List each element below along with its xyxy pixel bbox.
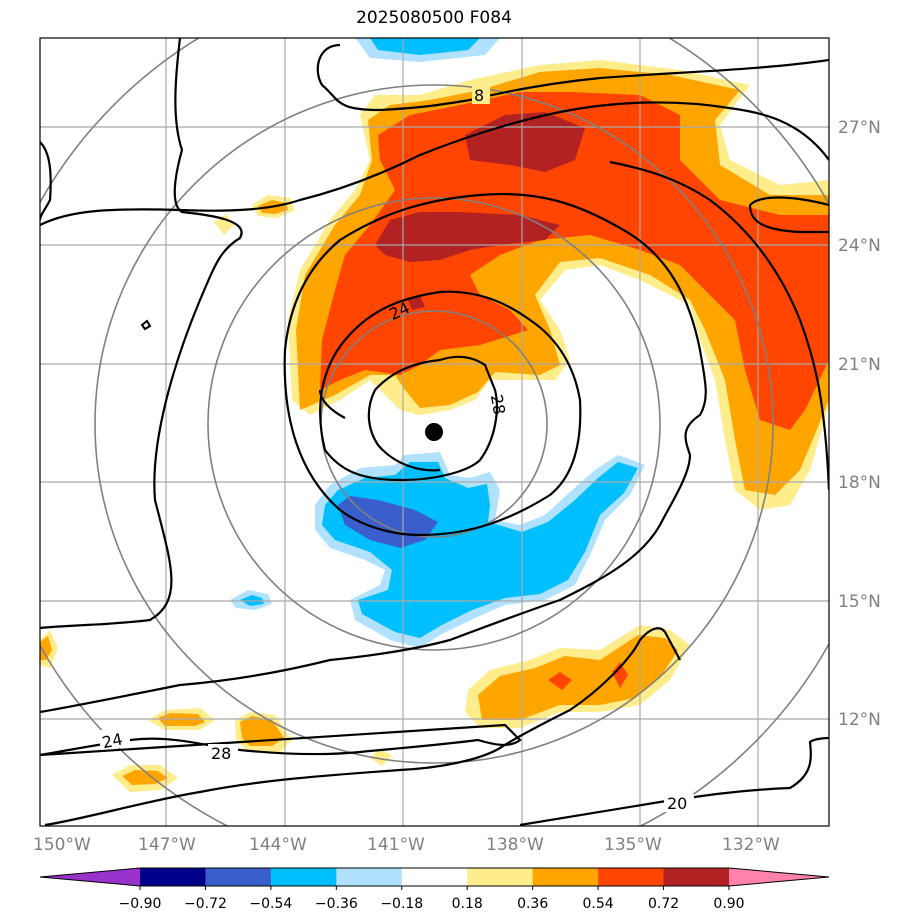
lat-tick-label: 21°N [838,355,881,375]
colorbar-tick-label: −0.36 [315,896,358,912]
colorbar [39,867,830,887]
graticule [40,38,829,826]
colorbar-swatch [205,868,272,886]
small-contour [140,319,152,331]
contour-lines [40,38,829,826]
colorbar-swatch [467,868,534,886]
colorbar-swatch [336,868,403,886]
lon-tick-label: 144°W [249,835,307,855]
colorbar-swatch [532,868,599,886]
colorbar-labels: −0.90 −0.72 −0.54 −0.36 −0.18 0.18 0.36 0.54 0.7… [119,886,745,912]
contour-label: 24 [100,729,124,752]
colorbar-tick-label: −0.90 [119,896,162,912]
lat-tick-label: 12°N [838,710,881,730]
colorbar-swatch [598,868,665,886]
colorbar-tick-label: 0.18 [452,896,483,912]
colorbar-tick-label: 0.72 [648,896,679,912]
colorbar-swatch [401,868,468,886]
longitude-axis: 150°W 147°W 144°W 141°W 138°W 135°W 132°… [33,835,780,855]
lon-tick-label: 138°W [486,835,544,855]
map-title: 2025080500 F084 [356,8,512,28]
colorbar-tick-label: 0.36 [517,896,548,912]
contour-label: 8 [474,86,484,105]
contour-label: 20 [667,794,687,813]
map-frame [39,37,830,827]
lon-tick-label: 147°W [138,835,196,855]
contour-label: 28 [211,744,231,763]
lat-tick-label: 27°N [838,118,881,138]
colorbar-tick-label: 0.54 [583,896,614,912]
colorbar-tick-label: 0.90 [713,896,744,912]
lat-tick-label: 18°N [838,473,881,493]
map-field: 8 24 28 24 28 20 [40,38,829,826]
colorbar-extension-low [40,868,140,886]
lat-tick-label: 24°N [838,236,881,256]
lon-tick-label: 150°W [33,835,91,855]
colorbar-swatch [270,868,337,886]
lon-tick-label: 135°W [604,835,662,855]
colorbar-extension-high [729,868,829,886]
lon-tick-label: 141°W [367,835,425,855]
lat-tick-label: 15°N [838,592,881,612]
colorbar-tick-label: −0.72 [184,896,227,912]
colorbar-swatch [140,868,206,886]
lon-tick-label: 132°W [722,835,780,855]
storm-center-marker [425,423,443,441]
contour-label: 28 [487,393,509,416]
latitude-axis: 27°N 24°N 21°N 18°N 15°N 12°N [838,118,881,730]
colorbar-tick-label: −0.18 [380,896,423,912]
colorbar-tick-label: −0.54 [249,896,292,912]
colorbar-swatch [663,868,730,886]
